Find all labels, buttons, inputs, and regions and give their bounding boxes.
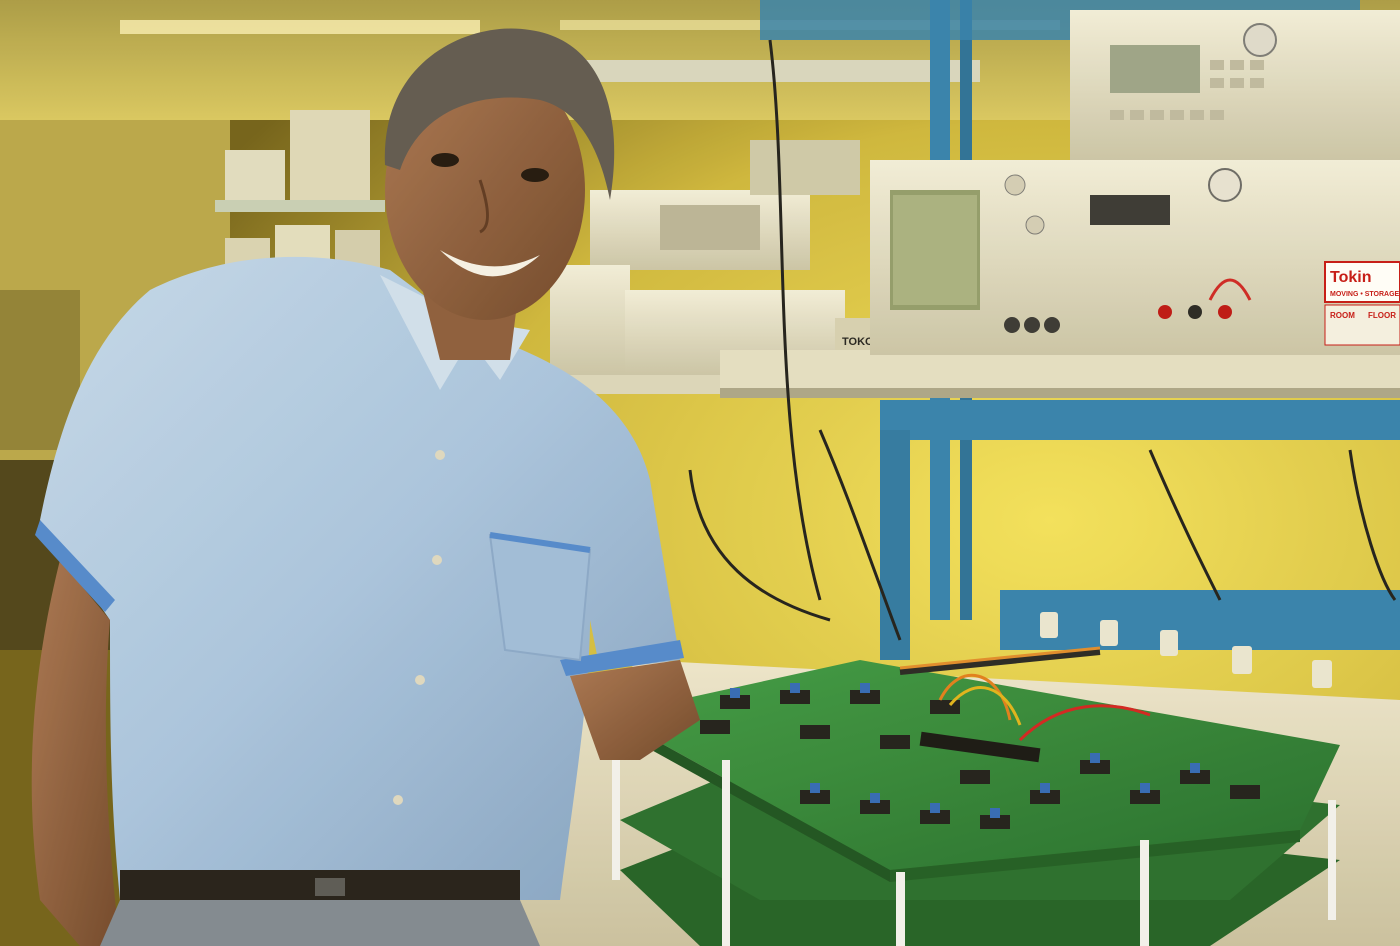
nose (478, 179, 489, 234)
person (31, 28, 700, 946)
left-arm (31, 560, 120, 946)
hair (384, 28, 615, 200)
left-eye (431, 153, 459, 167)
mover-sticker-floor: FLOOR (1368, 311, 1396, 320)
power-supply-1 (1070, 160, 1285, 355)
brand-tag: TOKO (842, 336, 874, 348)
right-cuff (560, 640, 684, 676)
right-forearm (570, 660, 700, 760)
face (385, 60, 585, 320)
smile (440, 250, 540, 277)
pcb-stack (610, 646, 1340, 946)
cables (688, 39, 1397, 641)
pocket-trim (489, 532, 591, 553)
mover-sticker (1324, 261, 1400, 303)
mover-sticker-line1: MOVING • STORAGE (1330, 291, 1400, 298)
mover-sticker-title: Tokin (1330, 269, 1371, 286)
ceiling-light (120, 20, 480, 34)
trousers (100, 900, 540, 946)
left-cuff (35, 520, 115, 612)
pcb-board-top (610, 660, 1340, 870)
right-eye (521, 168, 549, 182)
belt-buckle (315, 878, 345, 896)
instrument-stack: Tokin MOVING • STORAGE ROOM FLOOR (870, 10, 1400, 355)
power-strip (1040, 612, 1332, 688)
mover-sticker-room: ROOM (1330, 311, 1355, 320)
shirt (40, 256, 680, 900)
